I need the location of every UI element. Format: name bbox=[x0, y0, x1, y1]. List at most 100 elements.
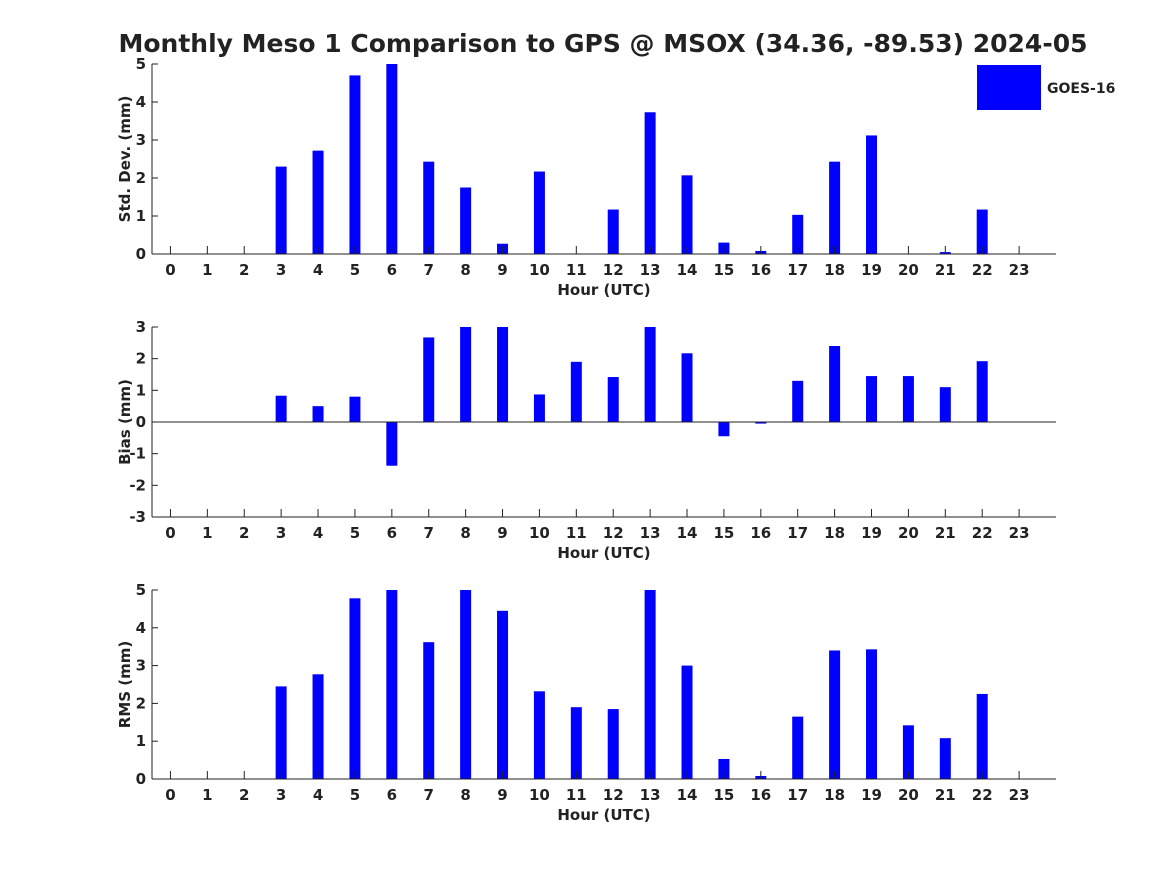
bar bbox=[533, 171, 545, 254]
x-tick-label: 16 bbox=[750, 524, 771, 542]
y-tick-label: 3 bbox=[136, 318, 146, 336]
x-tick-label: 20 bbox=[898, 786, 919, 804]
bar bbox=[460, 590, 472, 779]
x-tick-label: 22 bbox=[972, 261, 993, 279]
x-tick-label: 1 bbox=[202, 261, 212, 279]
x-tick-label: 10 bbox=[529, 261, 550, 279]
chart-title: Monthly Meso 1 Comparison to GPS @ MSOX … bbox=[119, 29, 1088, 58]
x-tick-label: 17 bbox=[787, 524, 808, 542]
bar bbox=[829, 346, 841, 422]
x-tick-label: 8 bbox=[460, 524, 470, 542]
x-tick-label: 17 bbox=[787, 261, 808, 279]
bar bbox=[866, 135, 878, 254]
bar bbox=[386, 64, 398, 254]
bar bbox=[718, 422, 730, 437]
bar bbox=[939, 738, 951, 779]
y-tick-label: 5 bbox=[136, 55, 146, 73]
bar bbox=[275, 686, 287, 779]
y-tick-label: 1 bbox=[136, 207, 146, 225]
x-tick-label: 1 bbox=[202, 786, 212, 804]
x-tick-label: 2 bbox=[239, 786, 249, 804]
x-tick-label: 15 bbox=[713, 261, 734, 279]
x-tick-label: 7 bbox=[424, 261, 434, 279]
x-tick-label: 12 bbox=[603, 261, 624, 279]
bar bbox=[607, 709, 619, 779]
x-tick-label: 10 bbox=[529, 786, 550, 804]
bar bbox=[570, 361, 582, 422]
x-tick-label: 12 bbox=[603, 524, 624, 542]
x-tick-label: 12 bbox=[603, 786, 624, 804]
bar bbox=[829, 650, 841, 779]
x-tick-label: 21 bbox=[935, 261, 956, 279]
x-tick-label: 14 bbox=[677, 524, 698, 542]
y-axis-label: Std. Dev. (mm) bbox=[116, 96, 134, 223]
bar bbox=[349, 598, 361, 779]
x-tick-label: 13 bbox=[640, 786, 661, 804]
x-tick-label: 0 bbox=[165, 524, 175, 542]
bar bbox=[533, 691, 545, 779]
x-tick-label: 7 bbox=[424, 786, 434, 804]
bar bbox=[866, 649, 878, 779]
x-tick-label: 5 bbox=[350, 786, 360, 804]
x-tick-label: 15 bbox=[713, 524, 734, 542]
bar bbox=[312, 674, 324, 779]
x-tick-label: 3 bbox=[276, 786, 286, 804]
x-tick-label: 4 bbox=[313, 524, 323, 542]
bar bbox=[866, 376, 878, 422]
y-tick-label: 0 bbox=[136, 245, 146, 263]
bar bbox=[976, 361, 988, 422]
y-tick-label: 4 bbox=[136, 619, 146, 637]
x-tick-label: 4 bbox=[313, 786, 323, 804]
x-tick-label: 18 bbox=[824, 261, 845, 279]
bar bbox=[386, 422, 398, 466]
bar bbox=[829, 161, 841, 254]
bar bbox=[792, 380, 804, 422]
bar bbox=[312, 406, 324, 422]
bar bbox=[718, 758, 730, 779]
y-tick-label: 2 bbox=[136, 350, 146, 368]
bar bbox=[681, 665, 693, 779]
x-tick-label: 21 bbox=[935, 524, 956, 542]
x-tick-label: 11 bbox=[566, 524, 587, 542]
bar bbox=[607, 377, 619, 422]
bar bbox=[497, 610, 509, 779]
y-tick-label: 1 bbox=[136, 732, 146, 750]
bar bbox=[275, 166, 287, 254]
x-tick-label: 9 bbox=[497, 524, 507, 542]
x-axis-label: Hour (UTC) bbox=[557, 544, 650, 562]
x-tick-label: 19 bbox=[861, 786, 882, 804]
y-tick-label: 1 bbox=[136, 381, 146, 399]
bar bbox=[792, 716, 804, 779]
x-tick-label: 21 bbox=[935, 786, 956, 804]
y-tick-label: 5 bbox=[136, 581, 146, 599]
bar bbox=[275, 395, 287, 422]
legend-swatch bbox=[977, 65, 1041, 110]
y-tick-label: 0 bbox=[136, 413, 146, 431]
x-tick-label: 19 bbox=[861, 524, 882, 542]
x-tick-label: 16 bbox=[750, 786, 771, 804]
bar bbox=[349, 75, 361, 255]
x-tick-label: 3 bbox=[276, 524, 286, 542]
x-tick-label: 14 bbox=[677, 261, 698, 279]
x-axis-label: Hour (UTC) bbox=[557, 806, 650, 824]
bar bbox=[976, 209, 988, 254]
bar bbox=[312, 150, 324, 254]
bar bbox=[349, 396, 361, 422]
y-tick-label: -1 bbox=[129, 445, 146, 463]
bar bbox=[681, 353, 693, 422]
y-tick-label: -2 bbox=[129, 476, 146, 494]
bar bbox=[460, 327, 472, 422]
y-tick-label: 3 bbox=[136, 657, 146, 675]
bar bbox=[644, 112, 656, 254]
bar bbox=[497, 327, 509, 422]
bar bbox=[755, 422, 767, 424]
bar bbox=[533, 394, 545, 422]
x-tick-label: 10 bbox=[529, 524, 550, 542]
legend-label: GOES-16 bbox=[1047, 81, 1115, 97]
x-tick-label: 13 bbox=[640, 524, 661, 542]
x-tick-label: 7 bbox=[424, 524, 434, 542]
x-tick-label: 16 bbox=[750, 261, 771, 279]
